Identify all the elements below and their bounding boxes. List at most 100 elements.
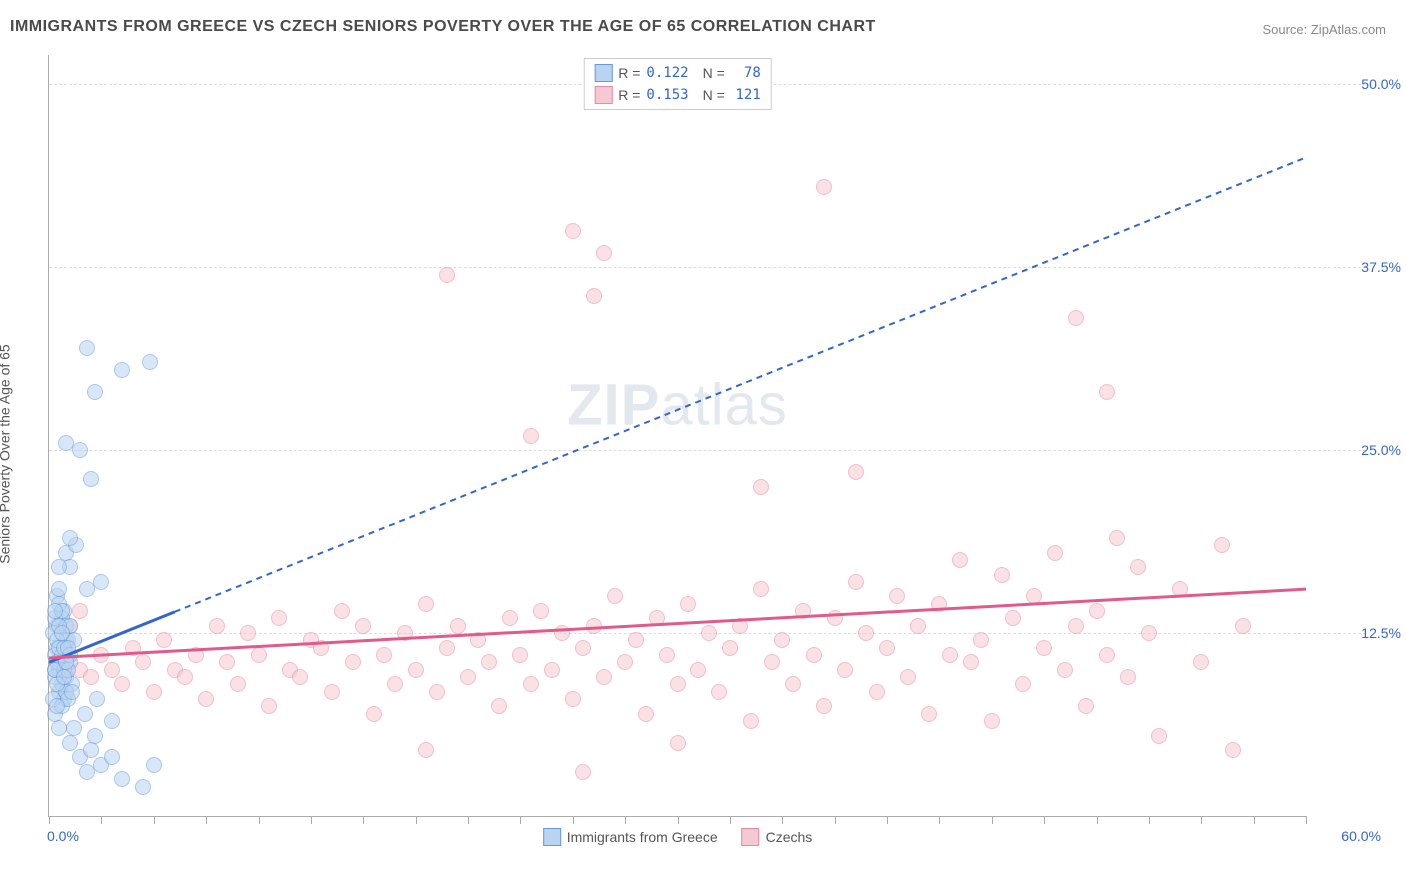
data-point-czechs — [575, 640, 591, 656]
data-point-czechs — [973, 632, 989, 648]
data-point-czechs — [889, 588, 905, 604]
x-tick — [835, 816, 836, 824]
data-point-czechs — [753, 479, 769, 495]
x-tick — [154, 816, 155, 824]
x-tick — [206, 816, 207, 824]
data-point-czechs — [1078, 698, 1094, 714]
data-point-czechs — [649, 610, 665, 626]
legend-r-greece: 0.122 — [646, 62, 688, 84]
data-point-greece — [83, 471, 99, 487]
chart-title: IMMIGRANTS FROM GREECE VS CZECH SENIORS … — [10, 18, 876, 36]
data-point-czechs — [219, 654, 235, 670]
data-point-czechs — [345, 654, 361, 670]
data-point-czechs — [565, 691, 581, 707]
data-point-greece — [135, 779, 151, 795]
watermark: ZIPatlas — [567, 372, 788, 439]
data-point-greece — [77, 706, 93, 722]
data-point-greece — [79, 581, 95, 597]
legend-r-czechs: 0.153 — [646, 84, 688, 106]
x-axis-min-label: 0.0% — [47, 828, 79, 844]
legend-row-greece: R = 0.122 N = 78 — [594, 62, 761, 84]
data-point-czechs — [177, 669, 193, 685]
legend-n-label: N = — [703, 62, 725, 84]
x-tick — [520, 816, 521, 824]
data-point-czechs — [743, 713, 759, 729]
x-tick — [311, 816, 312, 824]
data-point-czechs — [114, 676, 130, 692]
data-point-czechs — [251, 647, 267, 663]
data-point-czechs — [439, 640, 455, 656]
data-point-greece — [51, 559, 67, 575]
correlation-legend: R = 0.122 N = 78 R = 0.153 N = 121 — [583, 58, 772, 110]
data-point-czechs — [1047, 545, 1063, 561]
data-point-greece — [51, 720, 67, 736]
data-point-czechs — [942, 647, 958, 663]
data-point-czechs — [376, 647, 392, 663]
data-point-czechs — [334, 603, 350, 619]
data-point-czechs — [554, 625, 570, 641]
data-point-czechs — [502, 610, 518, 626]
data-point-czechs — [1099, 647, 1115, 663]
data-point-czechs — [1130, 559, 1146, 575]
legend-item-czechs: Czechs — [742, 828, 813, 846]
data-point-czechs — [93, 647, 109, 663]
data-point-czechs — [429, 684, 445, 700]
data-point-czechs — [753, 581, 769, 597]
data-point-greece — [54, 625, 70, 641]
data-point-greece — [89, 691, 105, 707]
data-point-czechs — [900, 669, 916, 685]
data-point-czechs — [816, 179, 832, 195]
legend-swatch-greece — [594, 64, 612, 82]
x-tick — [1149, 816, 1150, 824]
data-point-czechs — [1005, 610, 1021, 626]
y-tick-label: 50.0% — [1361, 76, 1401, 92]
x-tick — [730, 816, 731, 824]
legend-r-label: R = — [618, 62, 640, 84]
data-point-czechs — [470, 632, 486, 648]
data-point-czechs — [596, 669, 612, 685]
legend-swatch-greece — [543, 828, 561, 846]
legend-r-label: R = — [618, 84, 640, 106]
data-point-czechs — [1193, 654, 1209, 670]
data-point-czechs — [460, 669, 476, 685]
y-tick-label: 25.0% — [1361, 442, 1401, 458]
y-tick-label: 37.5% — [1361, 259, 1401, 275]
data-point-czechs — [1141, 625, 1157, 641]
data-point-czechs — [722, 640, 738, 656]
data-point-czechs — [450, 618, 466, 634]
x-tick — [678, 816, 679, 824]
data-point-czechs — [418, 742, 434, 758]
data-point-czechs — [1099, 384, 1115, 400]
data-point-czechs — [575, 764, 591, 780]
x-tick — [1044, 816, 1045, 824]
x-tick — [49, 816, 50, 824]
data-point-greece — [62, 530, 78, 546]
data-point-czechs — [848, 574, 864, 590]
data-point-greece — [58, 654, 74, 670]
series-legend: Immigrants from Greece Czechs — [543, 828, 813, 846]
data-point-greece — [60, 640, 76, 656]
trend-lines — [49, 55, 1306, 816]
data-point-czechs — [1120, 669, 1136, 685]
y-axis-label: Seniors Poverty Over the Age of 65 — [0, 344, 13, 563]
x-tick — [1306, 816, 1307, 824]
data-point-greece — [142, 354, 158, 370]
data-point-greece — [83, 742, 99, 758]
legend-label-czechs: Czechs — [766, 829, 813, 845]
data-point-czechs — [324, 684, 340, 700]
data-point-czechs — [670, 735, 686, 751]
data-point-czechs — [638, 706, 654, 722]
data-point-czechs — [680, 596, 696, 612]
data-point-czechs — [732, 618, 748, 634]
data-point-greece — [114, 771, 130, 787]
data-point-greece — [104, 749, 120, 765]
data-point-czechs — [785, 676, 801, 692]
x-tick — [468, 816, 469, 824]
data-point-czechs — [533, 603, 549, 619]
data-point-czechs — [848, 464, 864, 480]
data-point-czechs — [984, 713, 1000, 729]
data-point-czechs — [1235, 618, 1251, 634]
gridline — [49, 267, 1366, 268]
data-point-greece — [51, 581, 67, 597]
data-point-czechs — [230, 676, 246, 692]
